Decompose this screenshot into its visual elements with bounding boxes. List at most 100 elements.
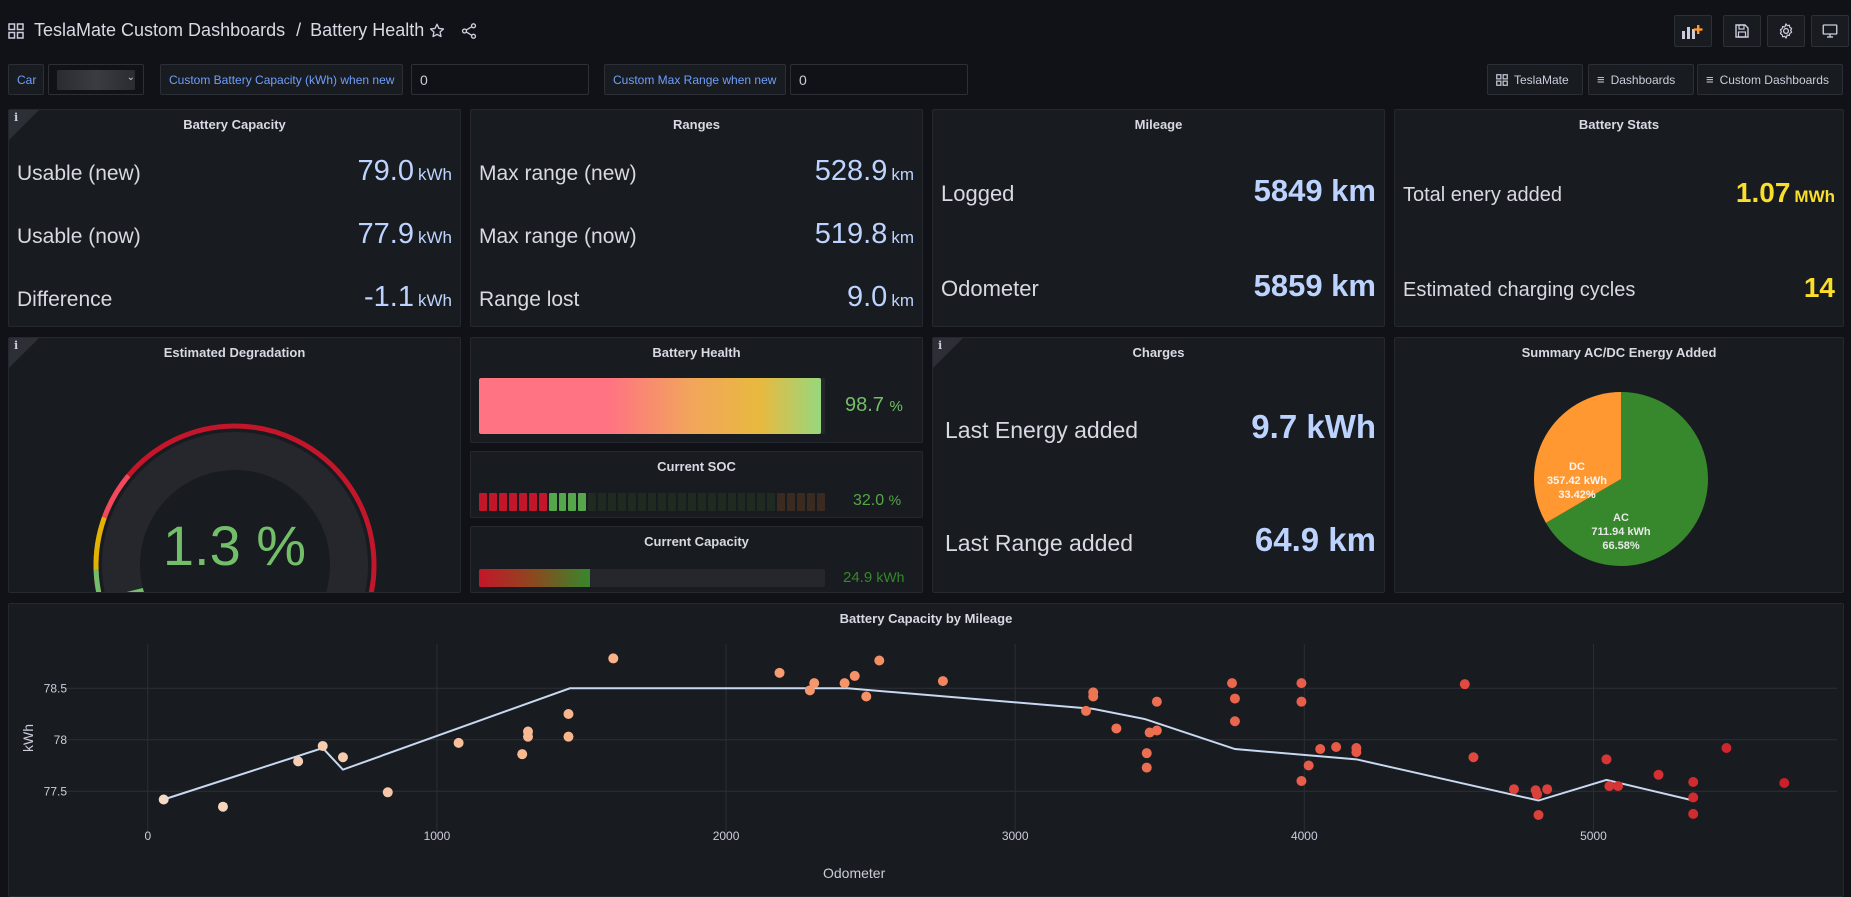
teslamate-link-label: TeslaMate [1514,72,1569,87]
data-point[interactable] [774,667,785,678]
capacity-input[interactable]: 0 [411,64,589,95]
data-point[interactable] [1296,678,1307,689]
soc-segment [767,493,776,511]
soc-segment [578,493,587,511]
degradation-gauge [93,423,377,592]
data-point[interactable] [517,749,528,760]
star-icon[interactable] [428,22,446,40]
data-point[interactable] [1229,693,1240,704]
data-point[interactable] [874,655,885,666]
stat-value: 64.9 km [1254,521,1376,558]
gauge-threshold-segment [93,516,107,570]
data-point[interactable] [1688,792,1699,803]
data-point[interactable] [1533,809,1544,820]
panel-info-corner[interactable] [933,338,963,368]
data-point[interactable] [1468,752,1479,763]
soc-segment [717,493,726,511]
data-point[interactable] [804,685,815,696]
data-point[interactable] [1688,808,1699,819]
data-point[interactable] [937,676,948,687]
data-point[interactable] [1296,696,1307,707]
data-point[interactable] [809,678,820,689]
data-point[interactable] [1081,705,1092,716]
breadcrumb-folder[interactable]: TeslaMate Custom Dashboards [34,20,286,40]
data-point[interactable] [1653,769,1664,780]
data-point[interactable] [1601,754,1612,765]
settings-button[interactable] [1767,15,1805,47]
stat-value: 77.9 kWh [357,218,452,250]
panel-title: Battery Health [652,345,741,360]
soc-segment [518,493,527,511]
info-icon[interactable]: i [14,111,19,124]
apps-grid-icon[interactable] [8,23,24,39]
data-point[interactable] [382,787,393,798]
x-tick-label: 2000 [713,829,740,843]
data-point[interactable] [1604,781,1615,792]
data-point[interactable] [839,678,850,689]
add-panel-button[interactable] [1674,15,1712,47]
car-select[interactable]: ⌄ [48,64,144,95]
dashboards-link[interactable]: ≡ Dashboards [1588,64,1694,95]
ac-dc-pie-chart: AC 711.94 kWh 66.58% DC 357.42 kWh 33.42… [1534,392,1708,566]
data-point[interactable] [317,740,328,751]
apps-grid-icon [1496,73,1508,86]
data-point[interactable] [1141,762,1152,773]
data-point[interactable] [293,756,304,767]
pie-slice-ac[interactable] [1545,392,1708,566]
data-point[interactable] [337,752,348,763]
stat-row: Total enery added 1.07 MWh [1395,167,1843,213]
data-point[interactable] [1111,723,1122,734]
info-icon[interactable]: i [938,339,943,352]
data-point[interactable] [1296,775,1307,786]
data-point[interactable] [608,653,619,664]
data-point[interactable] [1141,748,1152,759]
health-value: 98.7 % [845,394,903,416]
data-point[interactable] [1688,776,1699,787]
health-unit: % [889,398,903,415]
data-point[interactable] [1315,744,1326,755]
custom-dashboards-link[interactable]: ≡ Custom Dashboards [1697,64,1843,95]
data-point[interactable] [1227,678,1238,689]
soc-segment [558,493,567,511]
share-icon[interactable] [460,22,478,40]
panel-info-corner[interactable] [9,110,39,140]
data-point[interactable] [1351,747,1362,758]
stat-value: 528.9 km [814,155,914,187]
soc-segment [797,493,806,511]
data-point[interactable] [453,737,464,748]
current-capacity-panel: Current Capacity 24.9 kWh [470,526,923,593]
data-point[interactable] [563,731,574,742]
panel-info-corner[interactable] [9,338,39,368]
data-point[interactable] [1459,679,1470,690]
data-point[interactable] [158,794,169,805]
data-point[interactable] [522,726,533,737]
data-point[interactable] [217,801,228,812]
data-point[interactable] [563,709,574,720]
pie-slice-dc[interactable] [1534,392,1621,523]
tv-mode-button[interactable] [1811,15,1849,47]
data-point[interactable] [1151,696,1162,707]
page-title[interactable]: Battery Health [310,20,425,40]
data-point[interactable] [1303,760,1314,771]
data-point[interactable] [1151,725,1162,736]
data-point[interactable] [861,691,872,702]
soc-segment [757,493,766,511]
data-point[interactable] [1613,781,1624,792]
data-point[interactable] [1229,716,1240,727]
data-point[interactable] [1779,778,1790,789]
panel-title: Ranges [673,117,720,132]
data-point[interactable] [1721,743,1732,754]
data-point[interactable] [1331,741,1342,752]
stat-value: 519.8 km [814,218,914,250]
info-icon[interactable]: i [14,339,19,352]
data-point[interactable] [849,670,860,681]
data-point[interactable] [1532,789,1543,800]
data-point[interactable] [1542,784,1553,795]
x-tick-label: 1000 [424,829,451,843]
pie-label-dc-value: 357.42 kWh [1547,475,1607,487]
range-input[interactable]: 0 [790,64,968,95]
teslamate-link[interactable]: TeslaMate [1487,64,1583,95]
save-dashboard-button[interactable] [1723,15,1761,47]
data-point[interactable] [1088,691,1099,702]
data-point[interactable] [1508,784,1519,795]
